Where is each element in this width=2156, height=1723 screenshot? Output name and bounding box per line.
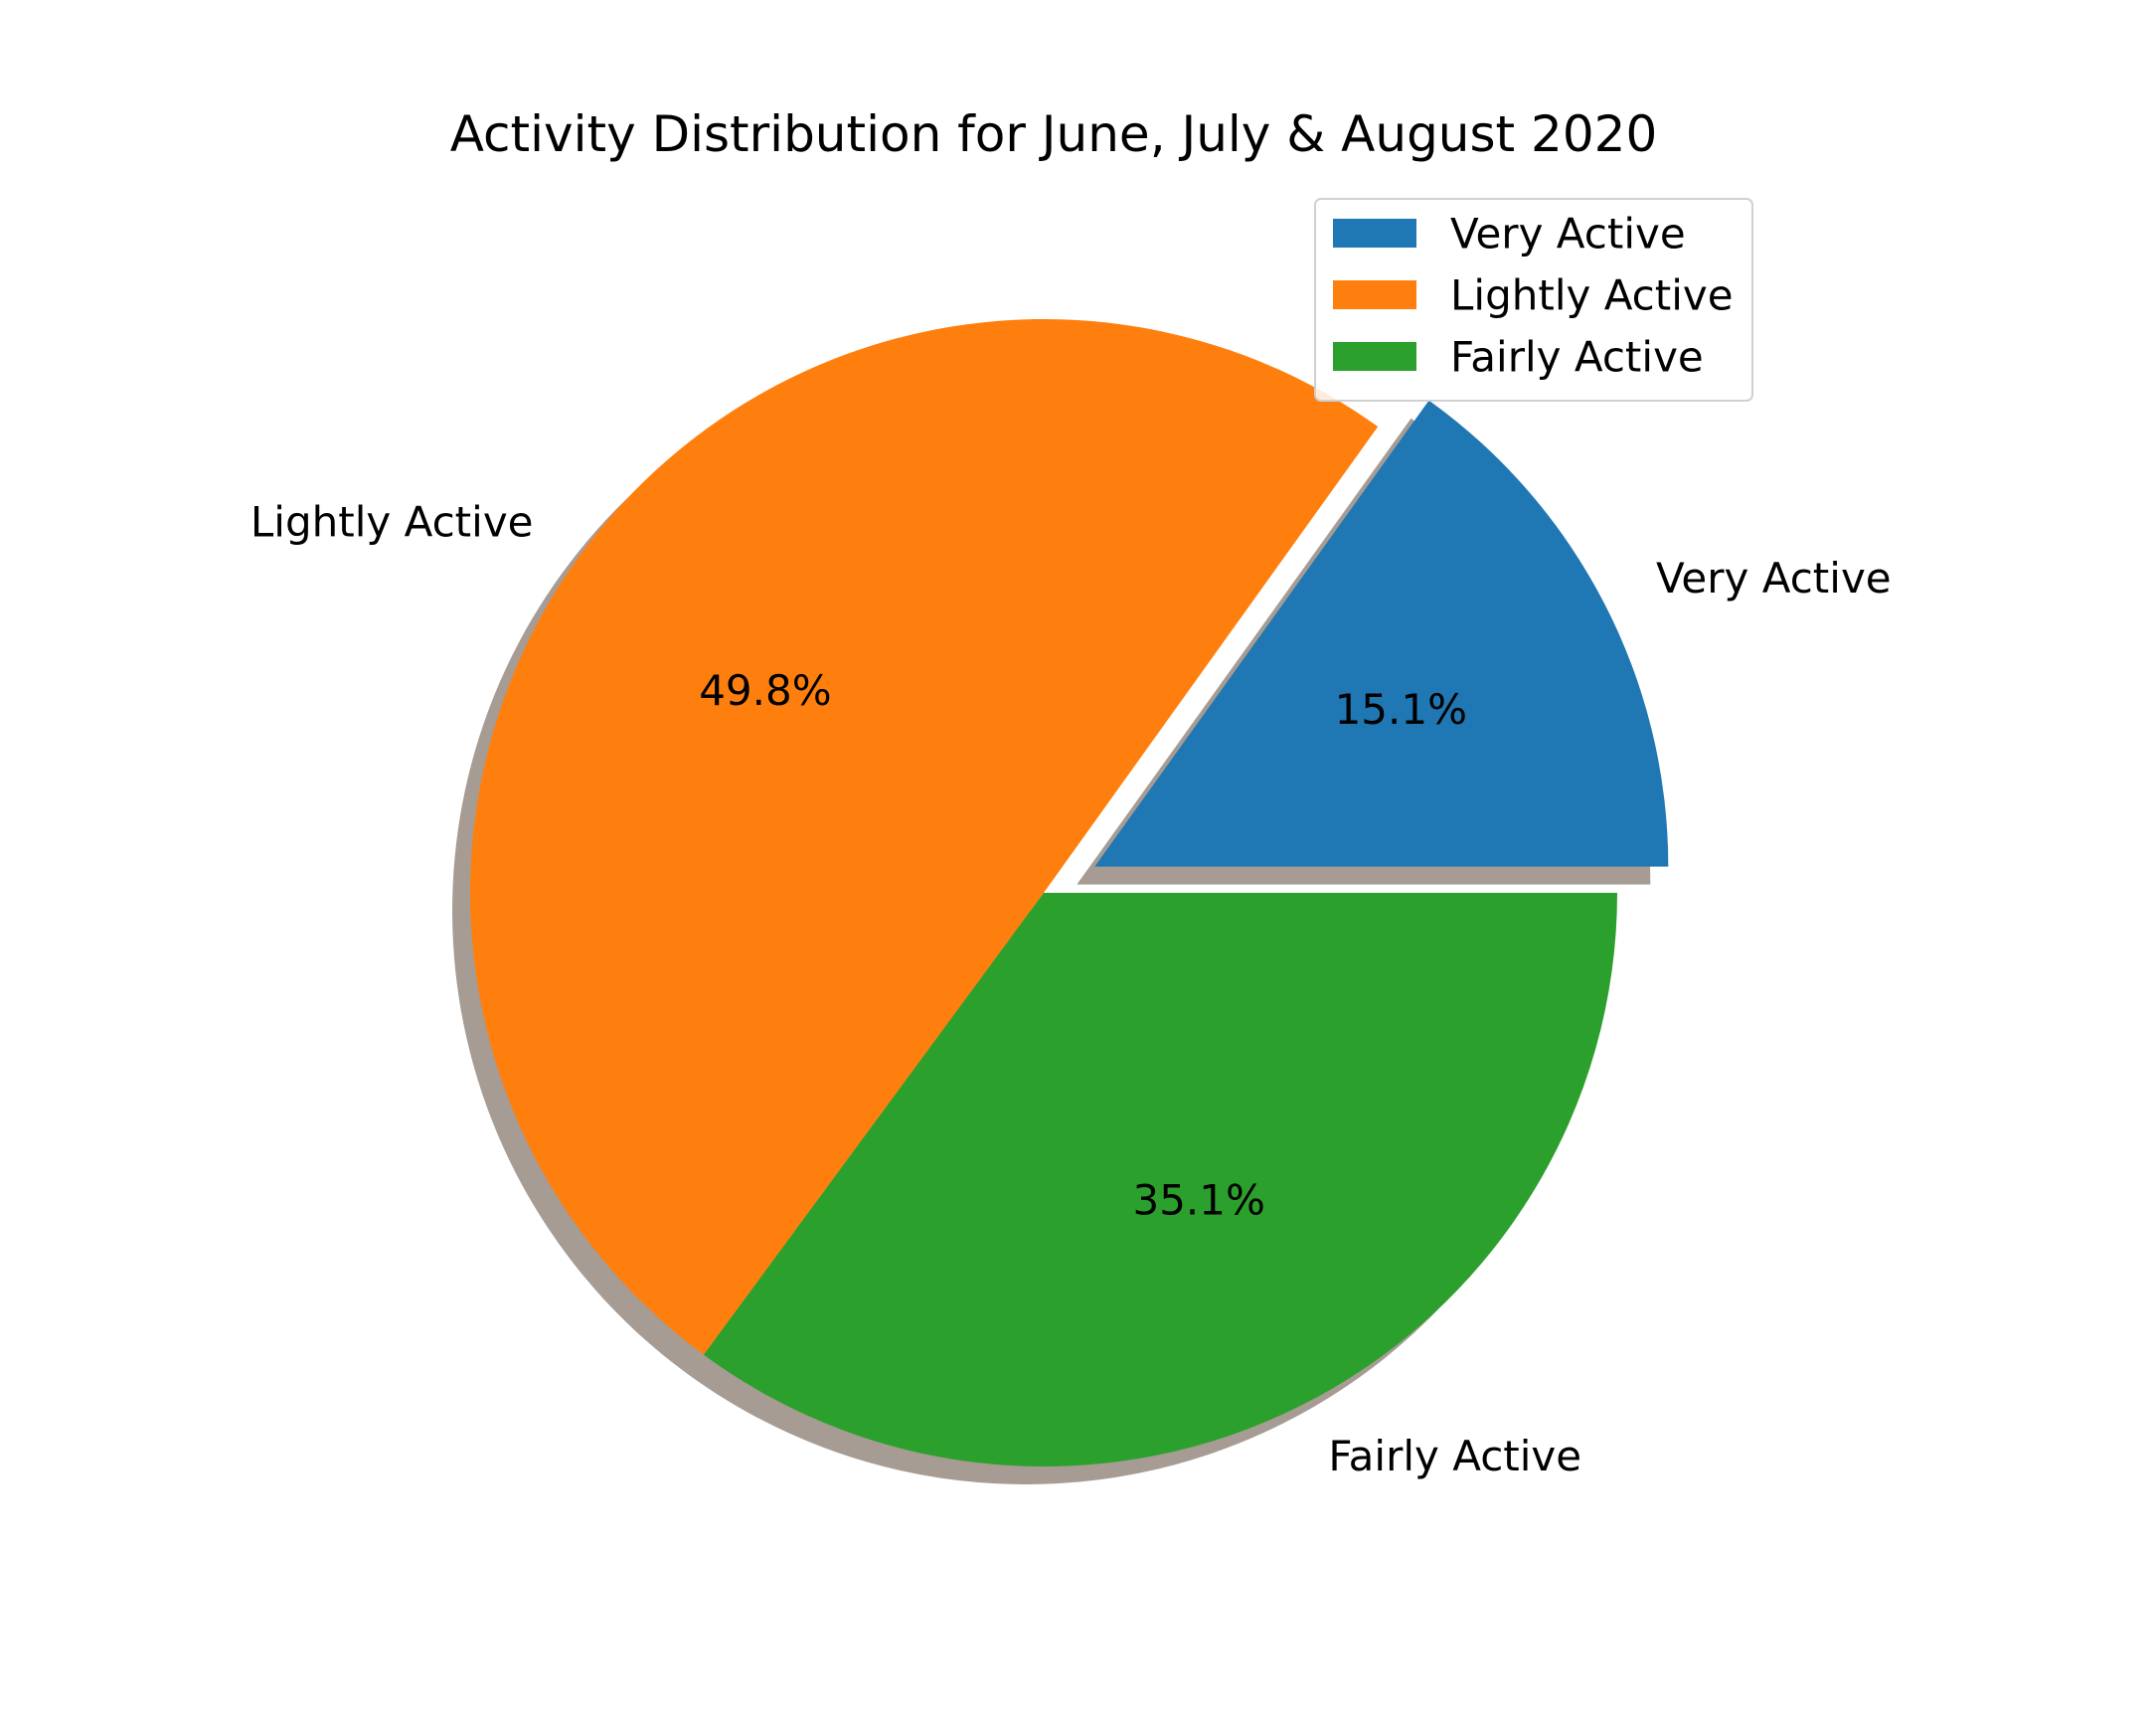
pct-label-very-active: 15.1% [1335, 685, 1467, 734]
pct-label-lightly-active: 49.8% [699, 666, 831, 715]
legend-label-very-active: Very Active [1450, 210, 1686, 258]
chart-legend: Very Active Lightly Active Fairly Active [1314, 198, 1753, 402]
legend-frame [1314, 198, 1753, 402]
pie-slice-lightly-active [470, 319, 1379, 1355]
pie-slice-very-active [1094, 400, 1669, 867]
slice-label-lightly-active: Lightly Active [250, 497, 534, 546]
pie-labels: 15.1% Very Active 49.8% Lightly Active 35.1%… [250, 497, 1892, 1479]
pct-label-fairly-active: 35.1% [1132, 1175, 1264, 1224]
legend-label-fairly-active: Fairly Active [1450, 333, 1704, 382]
slice-label-very-active: Very Active [1656, 554, 1892, 603]
slice-label-fairly-active: Fairly Active [1328, 1432, 1581, 1480]
pie-slice-fairly-active [703, 893, 1617, 1466]
legend-swatch-lightly-active [1333, 280, 1416, 309]
legend-swatch-very-active [1333, 219, 1416, 248]
pie-slices [470, 319, 1669, 1466]
legend-label-lightly-active: Lightly Active [1450, 271, 1734, 320]
legend-swatch-fairly-active [1333, 342, 1416, 371]
chart-title: Activity Distribution for June, July & A… [450, 105, 1658, 163]
